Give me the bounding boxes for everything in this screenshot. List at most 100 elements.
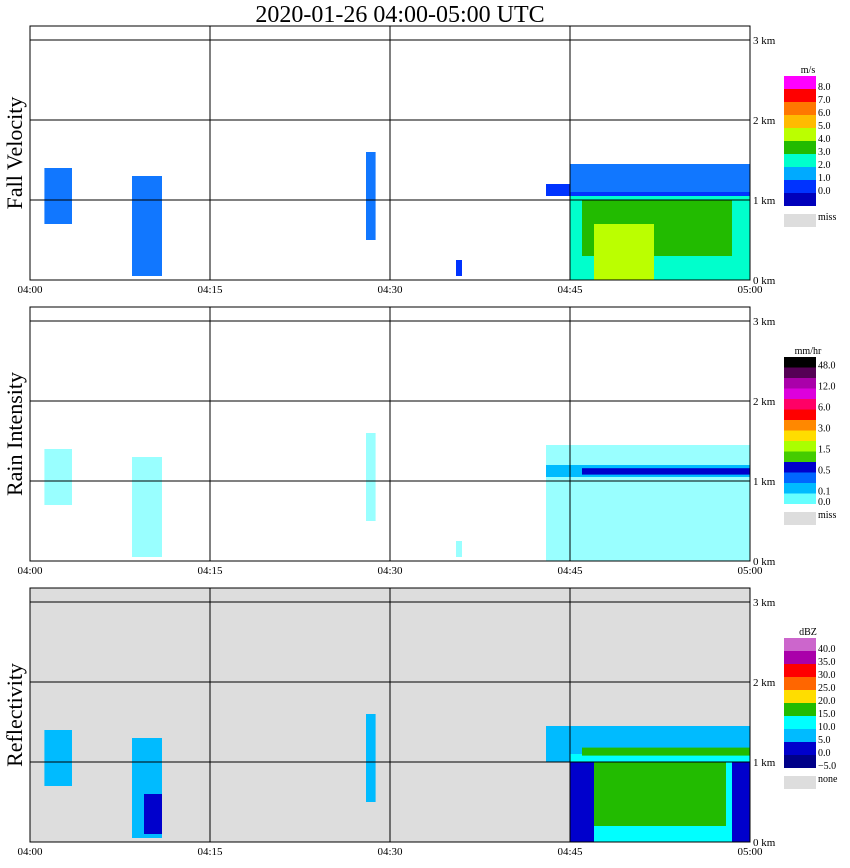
- colorbar-swatch: [784, 651, 816, 664]
- colorbar-tick-label: 0.0: [818, 748, 831, 759]
- x-tick-label: 04:00: [17, 846, 43, 858]
- colorbar-swatch: [784, 167, 816, 180]
- colorbar-tick-label: 30.0: [818, 670, 836, 681]
- colorbar-swatch: [784, 451, 816, 462]
- colorbar-swatch: [784, 441, 816, 452]
- colorbar-tick-label: 5.0: [818, 121, 831, 132]
- colorbar-tick-label: 6.0: [818, 403, 831, 414]
- chart-title: 2020-01-26 04:00-05:00 UTC: [255, 2, 545, 28]
- y-axis-label: Rain Intensity: [2, 372, 27, 496]
- colorbar-swatch: [784, 89, 816, 102]
- y-tick-label: 3 km: [753, 35, 776, 47]
- colorbar-swatch: [784, 638, 816, 651]
- colorbar-swatch: [784, 180, 816, 193]
- colorbar-tick-label: 12.0: [818, 382, 836, 393]
- x-tick-label: 04:00: [17, 284, 43, 296]
- colorbar-swatch: [784, 703, 816, 716]
- x-tick-label: 05:00: [737, 846, 763, 858]
- echo-cell: [582, 747, 750, 756]
- plot-frame: [29, 25, 751, 281]
- colorbar-swatch: [784, 409, 816, 420]
- colorbar-tick-label: 0.0: [818, 497, 831, 508]
- colorbar-missing-swatch: [784, 512, 816, 525]
- echo-cell: [44, 449, 72, 505]
- echo-cell: [546, 445, 750, 561]
- y-tick-label: 2 km: [753, 677, 776, 689]
- colorbar-swatch: [784, 729, 816, 742]
- colorbar-unit: dBZ: [799, 627, 817, 638]
- colorbar-tick-label: 8.0: [818, 82, 831, 93]
- colorbar-unit: mm/hr: [795, 346, 822, 357]
- colorbar-tick-label: 20.0: [818, 696, 836, 707]
- colorbar-swatch: [784, 472, 816, 483]
- colorbar-tick-label: 0.1: [818, 487, 831, 498]
- x-tick-label: 04:00: [17, 565, 43, 577]
- panel-1: 04:00 04:15 04:30 04:45 05:000 km 1 km 2 km 3 k…: [2, 306, 836, 577]
- colorbar-missing-label: miss: [818, 212, 836, 223]
- colorbar-swatch: [784, 102, 816, 115]
- colorbar-swatch: [784, 493, 816, 504]
- colorbar-swatch: [784, 742, 816, 755]
- colorbar-swatch: [784, 483, 816, 494]
- y-tick-label: 3 km: [753, 597, 776, 609]
- echo-cell: [456, 541, 462, 557]
- colorbar-tick-label: 40.0: [818, 644, 836, 655]
- echo-cell: [44, 730, 72, 786]
- echo-cell: [456, 260, 462, 276]
- colorbar-tick-label: 25.0: [818, 683, 836, 694]
- colorbar-swatch: [784, 115, 816, 128]
- plot-frame: [29, 306, 751, 562]
- y-tick-label: 3 km: [753, 316, 776, 328]
- x-tick-label: 05:00: [737, 284, 763, 296]
- y-axis-label: Fall Velocity: [2, 97, 27, 210]
- echo-cell: [144, 794, 162, 834]
- colorbar-swatch: [784, 76, 816, 89]
- x-tick-label: 04:45: [557, 846, 583, 858]
- colorbar-tick-label: 6.0: [818, 108, 831, 119]
- colorbar-tick-label: 3.0: [818, 424, 831, 435]
- y-tick-label: 0 km: [753, 837, 776, 849]
- y-tick-label: 2 km: [753, 115, 776, 127]
- y-tick-label: 0 km: [753, 556, 776, 568]
- y-axis-label: Reflectivity: [2, 663, 27, 767]
- colorbar-missing-label: none: [818, 774, 838, 785]
- colorbar-swatch: [784, 154, 816, 167]
- x-tick-label: 04:30: [377, 284, 403, 296]
- colorbar-swatch: [784, 690, 816, 703]
- echo-cell: [582, 468, 750, 475]
- colorbar-swatch: [784, 357, 816, 368]
- colorbar-swatch: [784, 420, 816, 431]
- colorbar-tick-label: 1.0: [818, 173, 831, 184]
- x-tick-label: 05:00: [737, 565, 763, 577]
- echo-cell: [132, 176, 162, 276]
- colorbar-swatch: [784, 399, 816, 410]
- colorbar-tick-label: 35.0: [818, 657, 836, 668]
- echo-cell: [732, 762, 750, 842]
- panel-2: 04:00 04:15 04:30 04:45 05:000 km 1 km 2 km 3 k…: [2, 587, 838, 858]
- colorbar-tick-label: 4.0: [818, 134, 831, 145]
- colorbar-tick-label: 3.0: [818, 147, 831, 158]
- x-tick-label: 04:15: [197, 846, 223, 858]
- y-tick-label: 1 km: [753, 195, 776, 207]
- x-tick-label: 04:15: [197, 565, 223, 577]
- colorbar-missing-swatch: [784, 776, 816, 789]
- echo-cell: [366, 152, 376, 240]
- colorbar-tick-label: 2.0: [818, 160, 831, 171]
- colorbar-tick-label: 7.0: [818, 95, 831, 106]
- colorbar-tick-label: −5.0: [818, 761, 836, 772]
- colorbar-tick-label: 15.0: [818, 709, 836, 720]
- y-tick-label: 1 km: [753, 757, 776, 769]
- echo-cell: [366, 433, 376, 521]
- colorbar-unit: m/s: [801, 65, 816, 76]
- colorbar-swatch: [784, 716, 816, 729]
- echo-cell: [570, 762, 594, 842]
- x-tick-label: 04:15: [197, 284, 223, 296]
- x-tick-label: 04:45: [557, 565, 583, 577]
- echo-cell: [594, 224, 654, 280]
- colorbar-swatch: [784, 430, 816, 441]
- colorbar-swatch: [784, 462, 816, 473]
- echo-cell: [570, 164, 750, 192]
- colorbar-swatch: [784, 367, 816, 378]
- echo-cell: [44, 168, 72, 224]
